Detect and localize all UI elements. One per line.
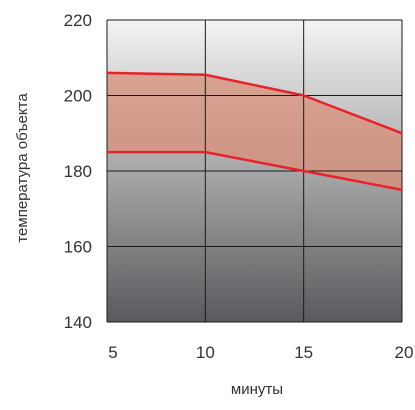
x-tick-label: 15 <box>294 343 313 362</box>
x-tick-label: 5 <box>108 343 117 362</box>
y-tick-label: 200 <box>64 87 92 106</box>
y-tick-labels: 140 160 180 200 220 <box>64 11 92 332</box>
x-tick-label: 20 <box>395 343 414 362</box>
y-tick-label: 180 <box>64 162 92 181</box>
y-tick-label: 140 <box>64 313 92 332</box>
x-tick-labels: 5 10 15 20 <box>108 343 413 362</box>
x-axis-title: минуты <box>231 381 283 398</box>
y-tick-label: 160 <box>64 238 92 257</box>
y-tick-label: 220 <box>64 11 92 30</box>
y-axis-title: температура объекта <box>14 93 31 243</box>
x-tick-label: 10 <box>196 343 215 362</box>
